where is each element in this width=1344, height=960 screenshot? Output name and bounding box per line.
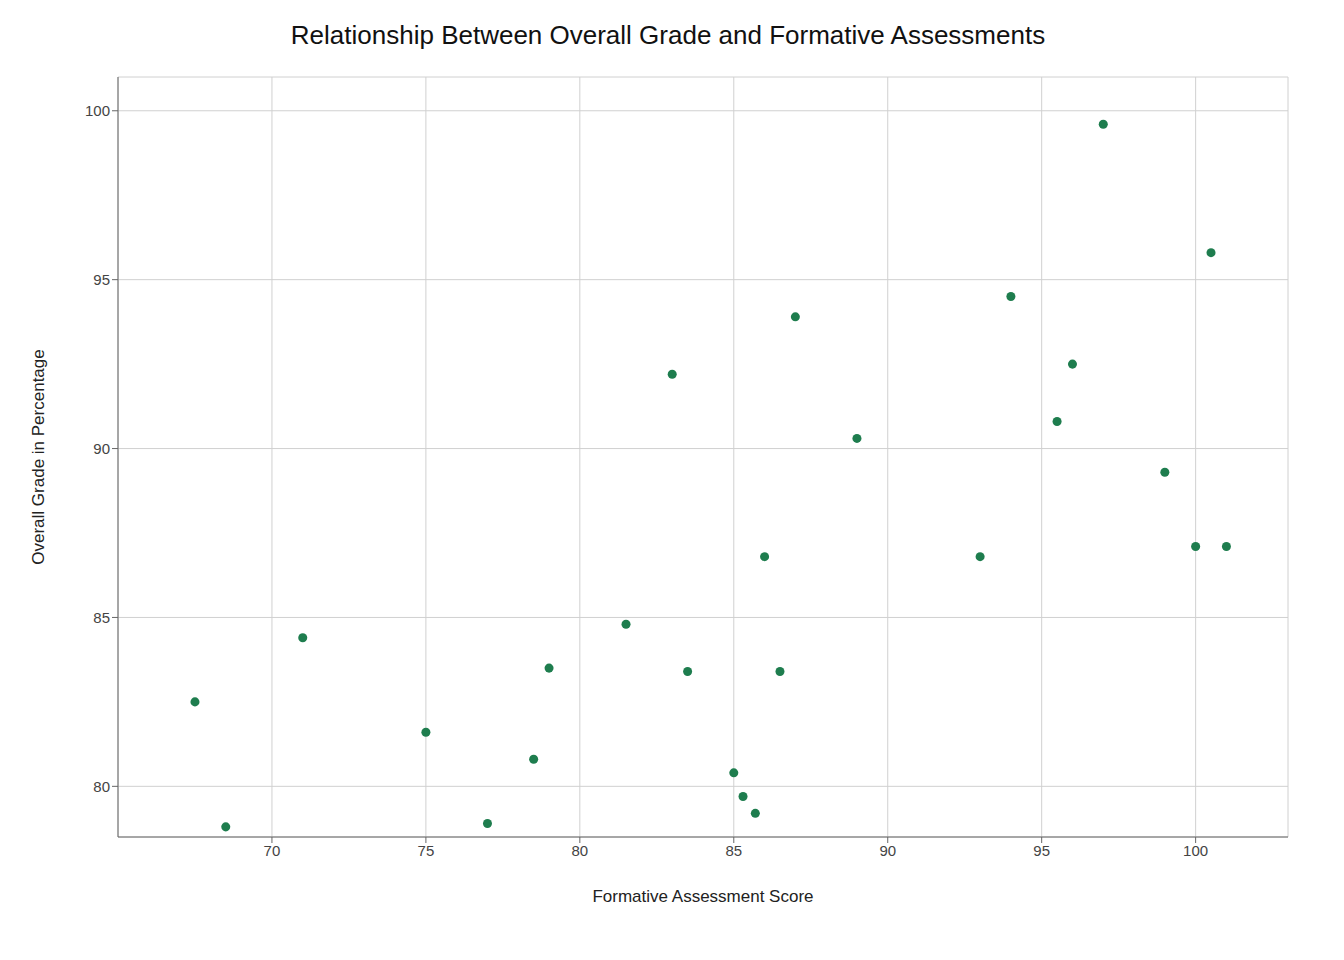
svg-text:80: 80	[571, 842, 588, 859]
svg-text:90: 90	[879, 842, 896, 859]
svg-text:85: 85	[93, 609, 110, 626]
svg-text:Overall Grade in Percentage: Overall Grade in Percentage	[29, 349, 48, 564]
svg-text:90: 90	[93, 440, 110, 457]
svg-text:75: 75	[418, 842, 435, 859]
svg-text:85: 85	[725, 842, 742, 859]
svg-text:100: 100	[85, 102, 110, 119]
html-text:Relationship Between Overall G: Relationship Between Overall Grade and F…	[290, 20, 1046, 50]
svg-text:95: 95	[93, 271, 110, 288]
svg-text:80: 80	[93, 778, 110, 795]
svg-text:95: 95	[1033, 842, 1050, 859]
svg-text:70: 70	[264, 842, 281, 859]
svg-text:100: 100	[1183, 842, 1208, 859]
svg-text:Formative Assessment Score: Formative Assessment Score	[592, 887, 813, 906]
